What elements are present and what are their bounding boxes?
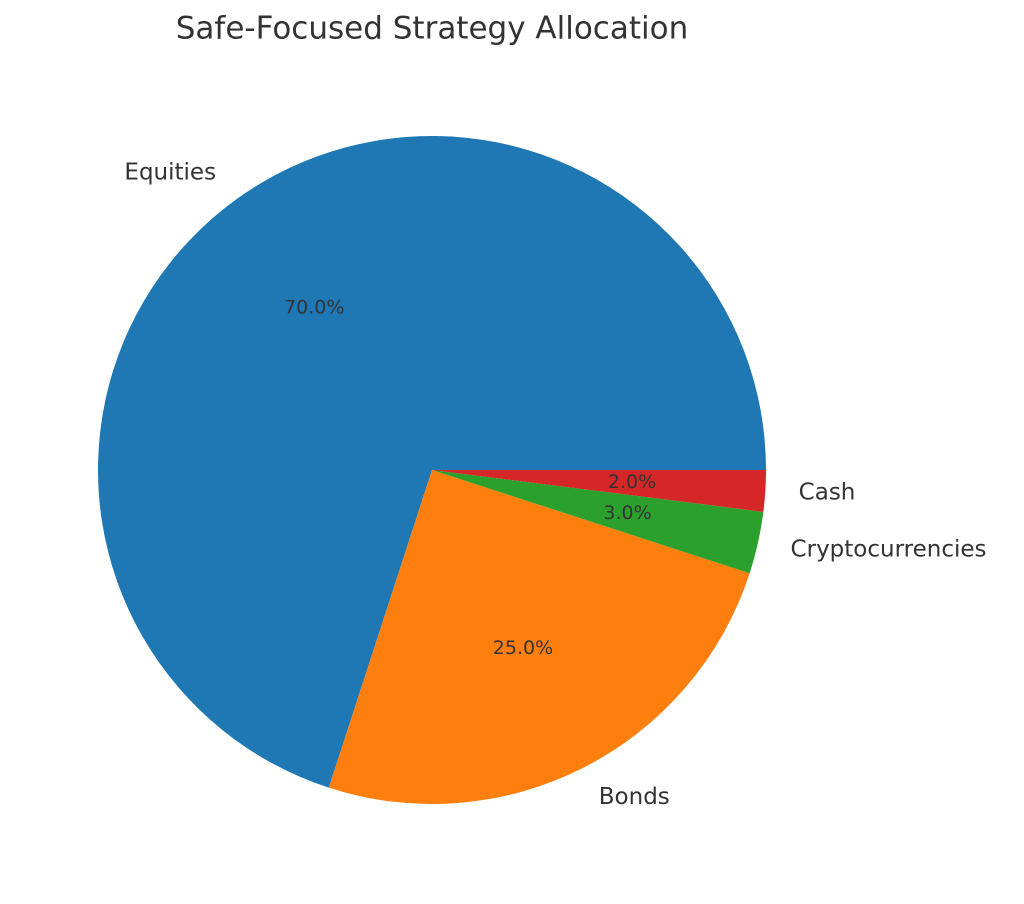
pie-slice <box>432 470 766 512</box>
slice-label: Equities <box>124 159 216 185</box>
pie-slice <box>97 136 766 788</box>
chart-title: Safe-Focused Strategy Allocation <box>176 11 688 47</box>
slice-label: Bonds <box>599 784 670 810</box>
value-label: 2.0% <box>608 471 656 493</box>
slice-label: Cryptocurrencies <box>791 537 987 563</box>
value-label: 3.0% <box>603 502 651 524</box>
pie-slice <box>432 470 764 574</box>
value-label: 25.0% <box>493 637 553 659</box>
slice-label: Cash <box>799 480 856 506</box>
value-label: 70.0% <box>284 296 344 318</box>
pie-slice <box>328 470 750 805</box>
